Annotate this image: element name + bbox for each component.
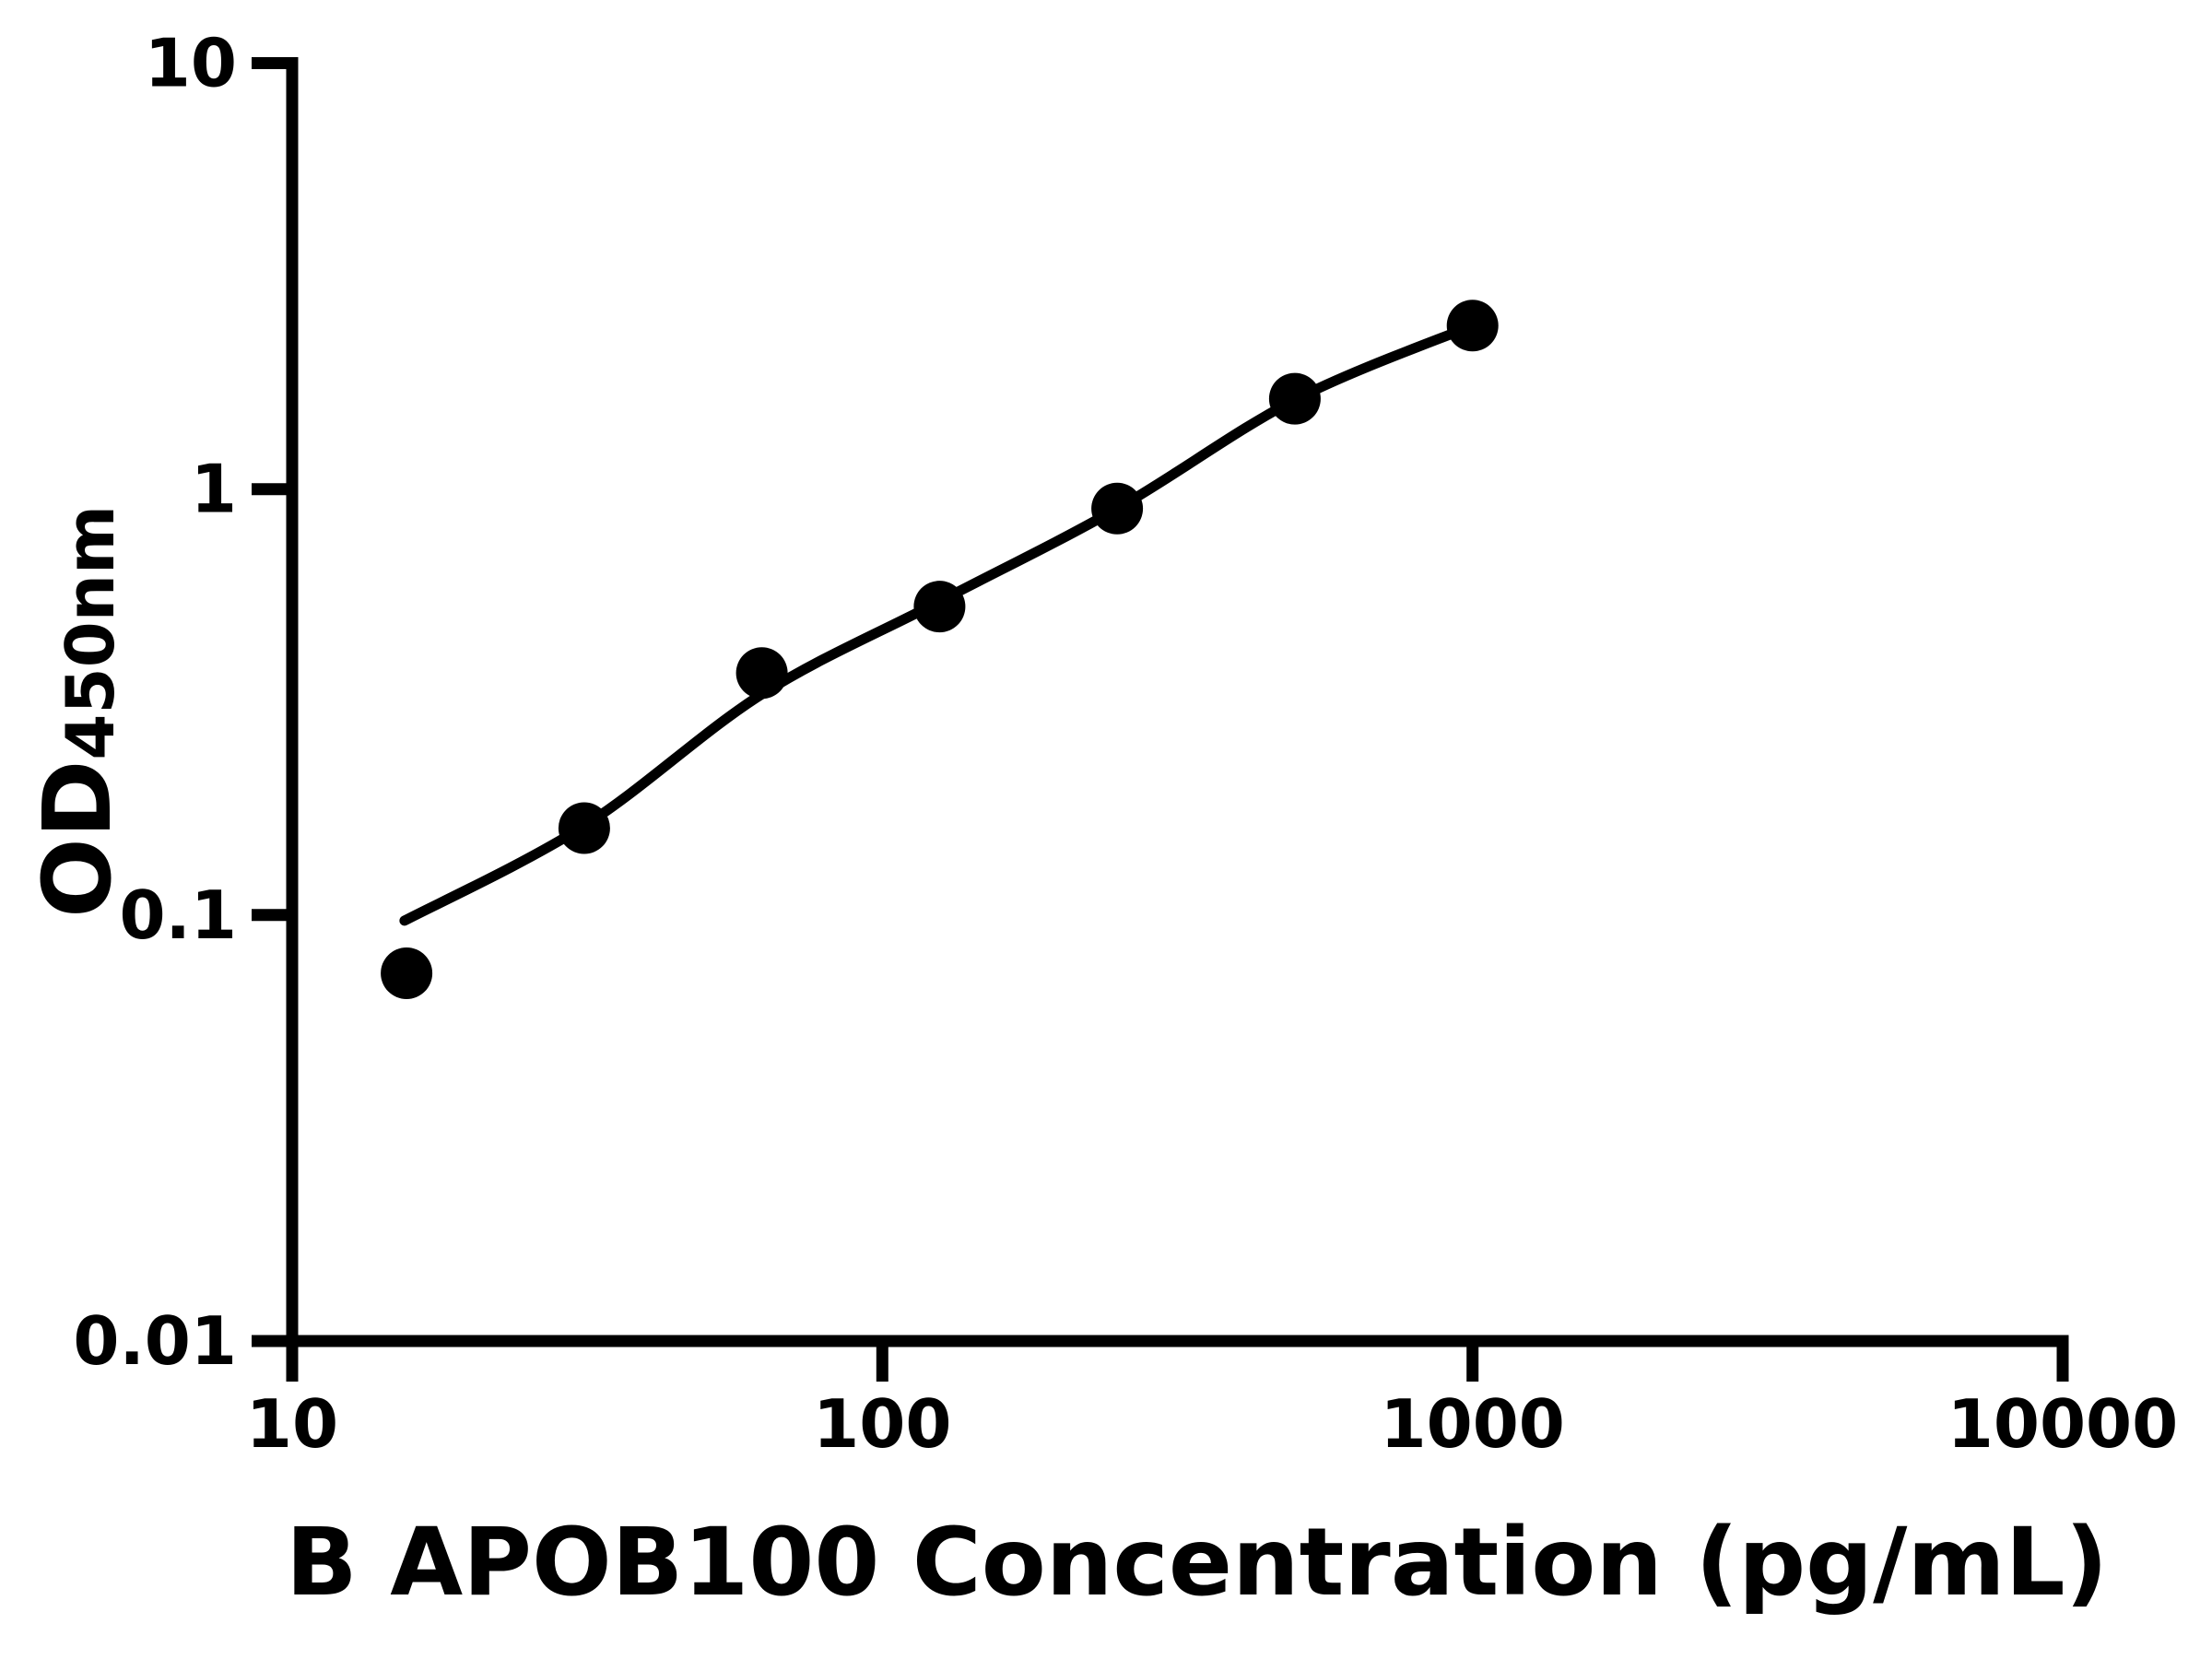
x-tick-label: 1000 bbox=[1381, 1385, 1565, 1463]
y-axis-title-subscript: 450nm bbox=[52, 505, 129, 760]
x-tick-label: 10 bbox=[246, 1385, 338, 1463]
y-axis-title: OD450nm bbox=[23, 505, 133, 918]
y-tick-label: 1 bbox=[191, 451, 237, 528]
data-point bbox=[1446, 300, 1499, 352]
data-point bbox=[381, 947, 433, 999]
y-axis-title-main: OD bbox=[23, 759, 133, 918]
data-point bbox=[1091, 482, 1144, 535]
y-tick-label: 10 bbox=[145, 25, 237, 102]
x-tick-label: 10000 bbox=[1947, 1385, 2179, 1463]
x-axis-title: B APOB100 Concentration (pg/mL) bbox=[286, 1508, 2109, 1618]
data-point bbox=[558, 802, 610, 854]
x-tick-label: 100 bbox=[813, 1385, 951, 1463]
y-tick-label: 0.1 bbox=[119, 877, 237, 954]
data-point bbox=[735, 647, 788, 700]
data-point bbox=[1268, 372, 1321, 425]
data-point bbox=[913, 581, 966, 633]
y-tick-label: 0.01 bbox=[73, 1302, 237, 1380]
